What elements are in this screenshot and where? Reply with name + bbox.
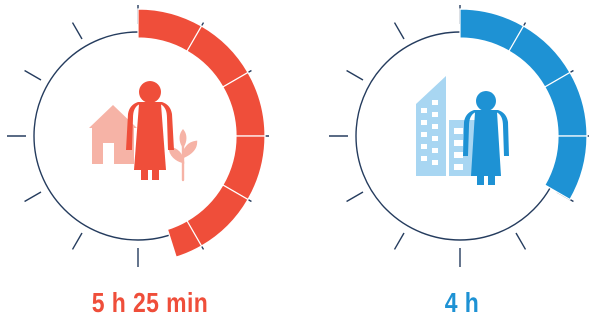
- clock-tick: [71, 232, 83, 250]
- woman-icon: [126, 81, 174, 180]
- clock-tick: [346, 191, 364, 203]
- clock-tick: [24, 69, 42, 81]
- clock-tick: [24, 191, 42, 203]
- clock-right: [329, 5, 589, 267]
- clock-left-progress-arc: [137, 8, 266, 258]
- clock-tick: [346, 69, 364, 81]
- clock-left: [7, 5, 269, 267]
- progress-segment: [166, 220, 203, 258]
- office-building-icon: [416, 76, 481, 176]
- woman-icon: [463, 91, 509, 185]
- clock-tick: [393, 22, 405, 40]
- time-label-left: 5 h 25 min: [91, 287, 209, 318]
- clock-right-progress-arc: [459, 8, 588, 201]
- clock-tick: [393, 232, 405, 250]
- clock-tick: [515, 232, 527, 250]
- clock-tick: [71, 22, 83, 40]
- plant-icon: [168, 128, 198, 182]
- progress-segment: [544, 135, 588, 201]
- time-label-right: 4 h: [444, 287, 480, 318]
